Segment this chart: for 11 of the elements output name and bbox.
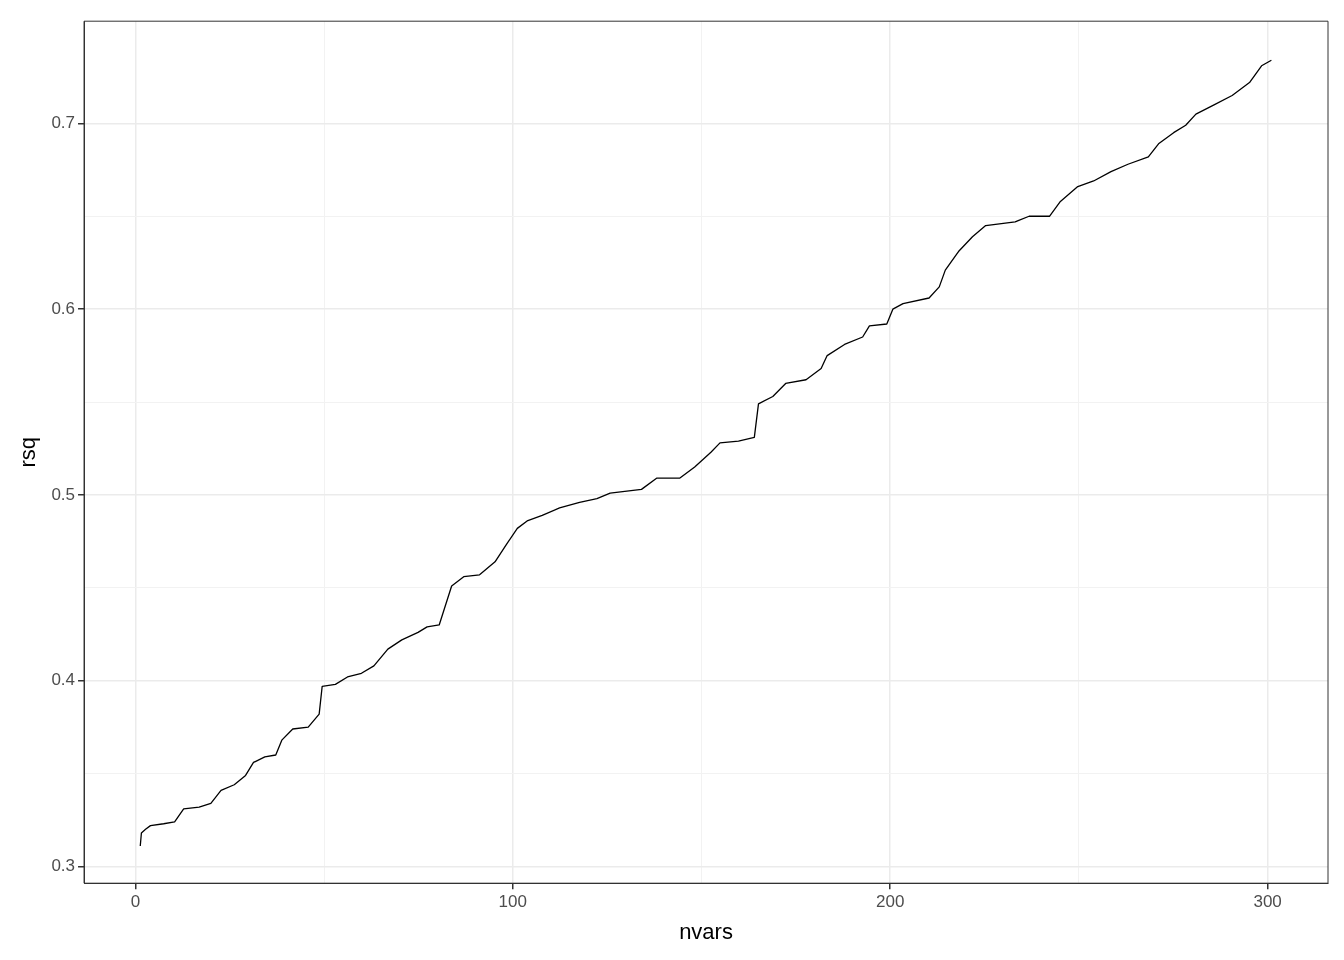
y-tick-label: 0.6 <box>51 298 76 318</box>
y-tick-label: 0.7 <box>51 113 76 133</box>
y-tick-label: 0.3 <box>51 856 76 876</box>
y-axis-title: rsq <box>15 436 41 468</box>
x-tick-label: 200 <box>876 892 905 912</box>
y-tick-label: 0.4 <box>51 670 76 690</box>
x-tick-label: 300 <box>1253 892 1282 912</box>
x-tick-label: 100 <box>498 892 527 912</box>
x-axis-title: nvars <box>679 918 733 944</box>
x-tick-label: 0 <box>130 892 141 912</box>
y-tick-label: 0.5 <box>51 484 76 504</box>
